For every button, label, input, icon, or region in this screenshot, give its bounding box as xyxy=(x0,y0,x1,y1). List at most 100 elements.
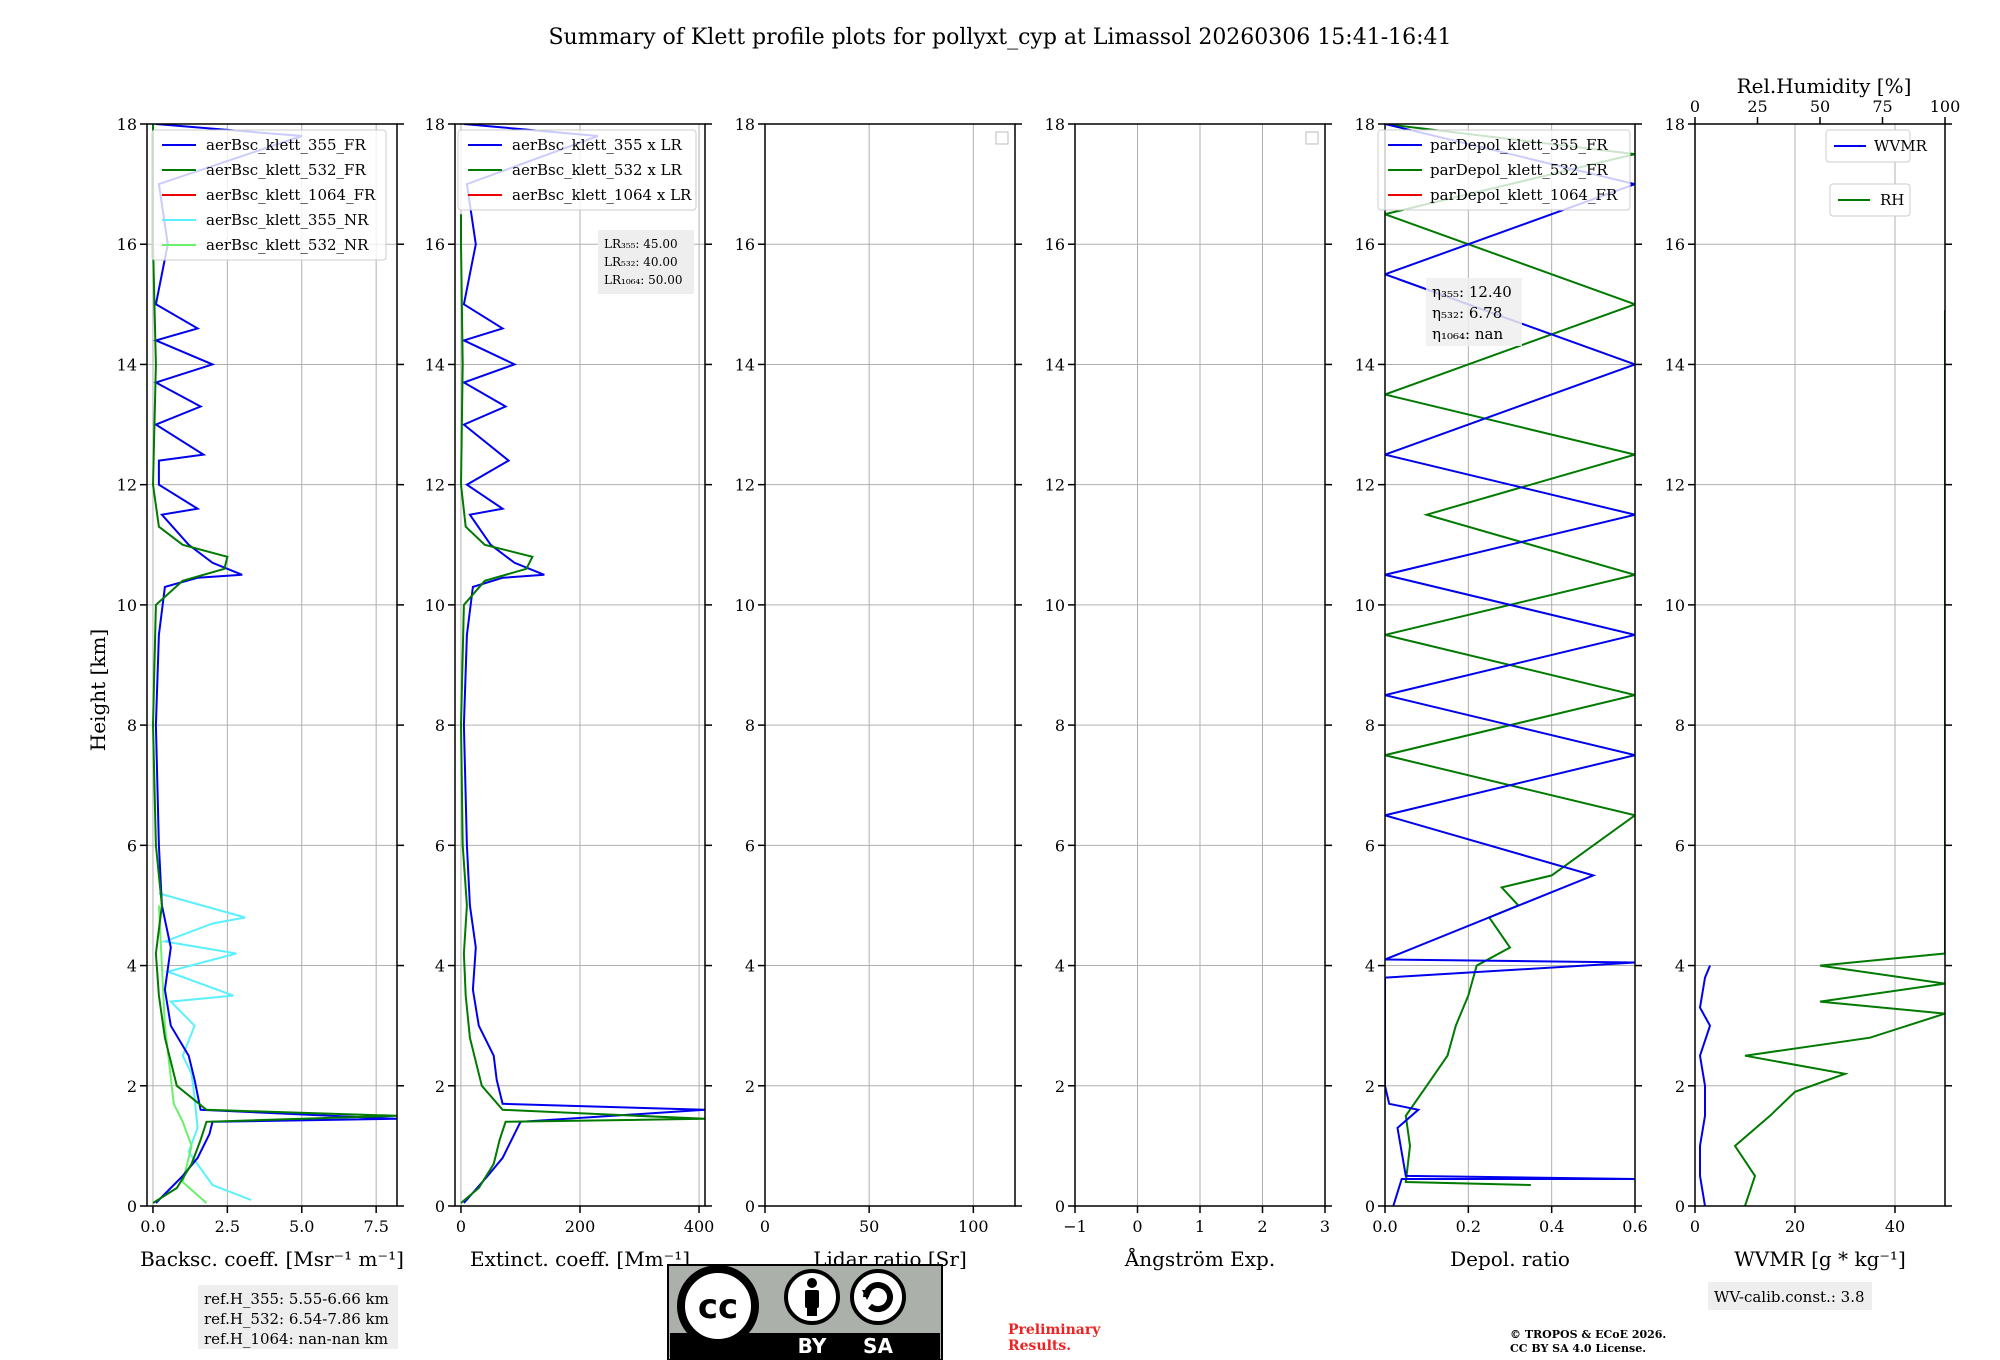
y-tick-label: 14 xyxy=(1355,355,1375,374)
x-tick-label: 100 xyxy=(958,1217,989,1236)
empty-legend-box xyxy=(995,131,1009,145)
sa-text: SA xyxy=(863,1334,893,1358)
x-axis-label: Depol. ratio xyxy=(1450,1247,1570,1271)
y-tick-label: 10 xyxy=(735,596,755,615)
y-tick-label: 16 xyxy=(1355,235,1375,254)
y-tick-label: 10 xyxy=(1665,596,1685,615)
y-tick-label: 16 xyxy=(1665,235,1685,254)
y-tick-label: 16 xyxy=(1045,235,1065,254)
cc-text: cc xyxy=(698,1287,738,1327)
y-tick-label: 10 xyxy=(117,596,137,615)
y-tick-label: 6 xyxy=(1365,836,1375,855)
x-axis-label: Backsc. coeff. [Msr⁻¹ m⁻¹] xyxy=(140,1247,404,1271)
x-tick-label: 0.0 xyxy=(1372,1217,1397,1236)
x-tick-label: 3 xyxy=(1320,1217,1330,1236)
x-tick-label: 0.0 xyxy=(140,1217,165,1236)
legend-entry: aerBsc_klett_355 x LR xyxy=(512,136,683,154)
empty-legend-box xyxy=(1305,131,1319,145)
y-tick-label: 18 xyxy=(735,115,755,134)
y-tick-label: 14 xyxy=(1045,355,1065,374)
copyright-line1: © TROPOS & ECoE 2026. xyxy=(1510,1328,1666,1341)
panel-1: 0 2 4 6 8 10 12 14 16 18 0.0 2.5 5.0 7.5 Backsc. coeff… xyxy=(117,115,404,1271)
x-tick-label: 2 xyxy=(1257,1217,1267,1236)
y-tick-label: 12 xyxy=(117,476,137,495)
x-tick-label: 2.5 xyxy=(215,1217,240,1236)
y-tick-label: 10 xyxy=(425,596,445,615)
y-tick-label: 14 xyxy=(1665,355,1685,374)
figure-title: Summary of Klett profile plots for polly… xyxy=(548,25,1451,50)
series-aerBsc_klett_532_FR xyxy=(151,124,397,1204)
y-tick-label: 0 xyxy=(1055,1197,1065,1216)
y-tick-label: 4 xyxy=(1365,957,1375,976)
y-tick-label: 14 xyxy=(735,355,755,374)
legend-entry: aerBsc_klett_1064 x LR xyxy=(512,186,692,204)
x-tick-label: 400 xyxy=(684,1217,715,1236)
legend-entry: parDepol_klett_532_FR xyxy=(1430,161,1608,179)
top-x-tick-label: 50 xyxy=(1810,97,1830,116)
depol-legend: parDepol_klett_355_FR parDepol_klett_532… xyxy=(1377,129,1631,211)
y-tick-label: 18 xyxy=(117,115,137,134)
y-tick-label: 4 xyxy=(435,957,445,976)
y-tick-label: 12 xyxy=(1045,476,1065,495)
eta-355: η₃₅₅: 12.40 xyxy=(1432,283,1512,301)
rh-legend: RH xyxy=(1829,183,1911,217)
y-tick-label: 18 xyxy=(425,115,445,134)
y-tick-label: 6 xyxy=(435,836,445,855)
y-tick-label: 2 xyxy=(1365,1077,1375,1096)
y-tick-label: 8 xyxy=(1055,716,1065,735)
plot-frame xyxy=(1694,123,1946,1207)
sa-icon xyxy=(850,1269,906,1325)
plot-frame xyxy=(1074,123,1326,1207)
x-tick-label: −1 xyxy=(1063,1217,1087,1236)
x-tick-label: 1 xyxy=(1195,1217,1205,1236)
x-tick-label: 5.0 xyxy=(289,1217,314,1236)
y-tick-label: 0 xyxy=(127,1197,137,1216)
y-tick-label: 6 xyxy=(127,836,137,855)
x-tick-label: 50 xyxy=(859,1217,879,1236)
series-RH xyxy=(1733,310,1945,1206)
plot-frame xyxy=(146,123,398,1207)
eta-1064: η₁₀₆₄: nan xyxy=(1432,325,1503,343)
eta-532: η₅₃₂: 6.78 xyxy=(1432,304,1502,322)
y-tick-label: 10 xyxy=(1045,596,1065,615)
extinction-legend: aerBsc_klett_355 x LR aerBsc_klett_532 x… xyxy=(457,129,697,211)
x-tick-label: 7.5 xyxy=(363,1217,388,1236)
series-parDepol_klett_532_FR xyxy=(1385,124,1635,1186)
y-axis-label: Height [km] xyxy=(86,629,110,751)
y-tick-label: 14 xyxy=(117,355,137,374)
legend-entry: aerBsc_klett_532 x LR xyxy=(512,161,683,179)
top-x-tick-label: 0 xyxy=(1690,97,1700,116)
plot-frame xyxy=(454,123,706,1207)
legend-entry: RH xyxy=(1880,191,1904,209)
y-tick-label: 8 xyxy=(1675,716,1685,735)
x-axis-label: Ångström Exp. xyxy=(1124,1246,1275,1271)
y-tick-label: 2 xyxy=(435,1077,445,1096)
x-tick-label: 0 xyxy=(1132,1217,1142,1236)
y-tick-label: 12 xyxy=(1665,476,1685,495)
top-x-tick-label: 75 xyxy=(1872,97,1892,116)
y-tick-label: 4 xyxy=(745,957,755,976)
y-tick-label: 8 xyxy=(745,716,755,735)
y-tick-label: 12 xyxy=(1355,476,1375,495)
y-tick-label: 10 xyxy=(1355,596,1375,615)
y-tick-label: 12 xyxy=(735,476,755,495)
legend-entry: aerBsc_klett_1064_FR xyxy=(206,186,376,204)
y-tick-label: 8 xyxy=(435,716,445,735)
panel-2: 0 2 4 6 8 10 12 14 16 18 0 200 400 Extinct. coeff. [M… xyxy=(425,115,715,1271)
eta-box: η₃₅₅: 12.40 η₅₃₂: 6.78 η₁₀₆₄: nan xyxy=(1426,278,1522,346)
x-tick-label: 0 xyxy=(760,1217,770,1236)
y-tick-label: 8 xyxy=(1365,716,1375,735)
cc-license-logo: cc BY SA xyxy=(667,1264,943,1360)
x-tick-label: 0.2 xyxy=(1456,1217,1481,1236)
x-axis-label: Extinct. coeff. [Mm⁻¹] xyxy=(470,1247,690,1271)
y-tick-label: 6 xyxy=(745,836,755,855)
x-tick-label: 0.6 xyxy=(1622,1217,1647,1236)
x-tick-label: 200 xyxy=(565,1217,596,1236)
top-x-tick-label: 25 xyxy=(1747,97,1767,116)
backscatter-legend: aerBsc_klett_355_FR aerBsc_klett_532_FR … xyxy=(151,129,387,261)
panel-6: 0 2 4 6 8 10 12 14 16 18 0 20 40 0 25 50 75 100 WVMR [g * … xyxy=(1665,97,1961,1271)
legend-entry: aerBsc_klett_355_FR xyxy=(206,136,366,154)
y-tick-label: 16 xyxy=(425,235,445,254)
x-tick-label: 0 xyxy=(456,1217,466,1236)
